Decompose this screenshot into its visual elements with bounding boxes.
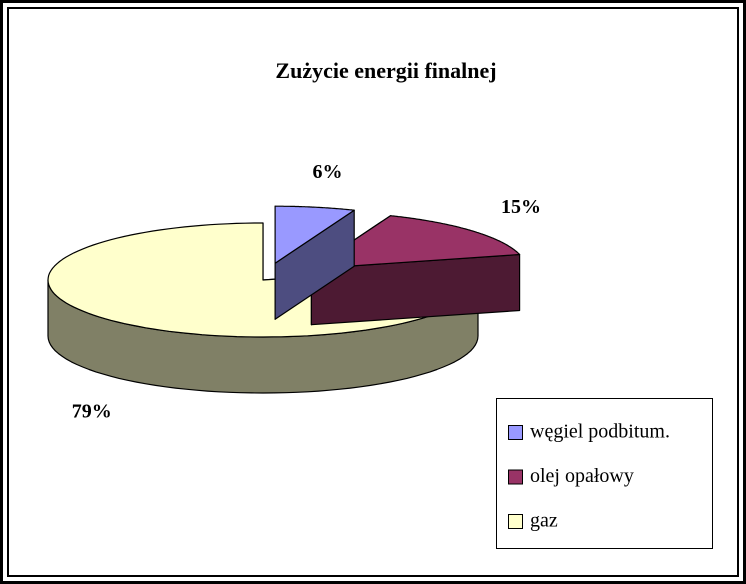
chart-area-frame <box>7 7 739 577</box>
slice <box>310 215 521 326</box>
legend-swatch <box>508 514 523 529</box>
legend-label: gaz <box>530 510 558 532</box>
chart-title: Zużycie energii finalnej <box>275 58 496 83</box>
legend-label: olej opałowy <box>530 465 634 487</box>
slice-top <box>310 215 521 270</box>
legend <box>496 398 713 549</box>
slice <box>274 205 355 320</box>
legend-label: węgiel podbitum. <box>530 421 670 443</box>
data-label: 15% <box>501 196 541 218</box>
pie <box>47 205 521 394</box>
data-label: 79% <box>72 401 112 423</box>
legend-swatch <box>508 469 523 485</box>
data-label: 6% <box>312 161 342 183</box>
legend-swatch <box>508 425 523 440</box>
slice-top <box>274 205 355 264</box>
